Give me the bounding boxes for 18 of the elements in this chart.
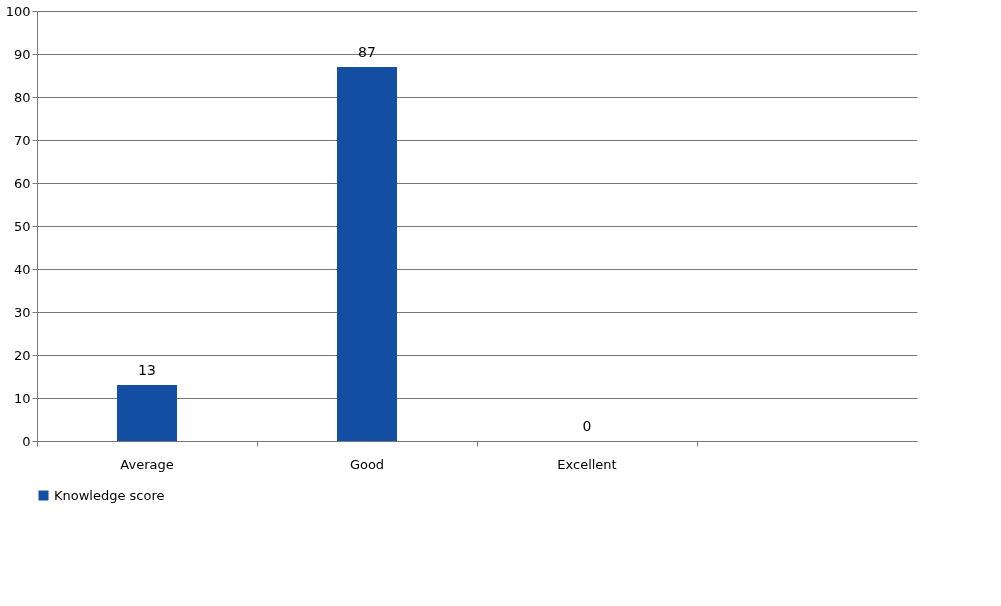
data-label: 87 bbox=[358, 43, 376, 60]
y-tick-label: 80 bbox=[13, 89, 31, 105]
y-tick-label: 10 bbox=[13, 390, 31, 406]
y-tick-label: 50 bbox=[13, 218, 31, 234]
y-tick-label: 20 bbox=[13, 347, 31, 363]
y-tick-label: 40 bbox=[13, 261, 31, 277]
y-tick-label: 60 bbox=[13, 175, 31, 191]
x-tick-label: Excellent bbox=[557, 456, 617, 472]
legend-label: Knowledge score bbox=[54, 487, 165, 503]
x-tick-label: Good bbox=[349, 456, 385, 472]
x-tick-label: Average bbox=[120, 456, 174, 472]
y-tick-label: 30 bbox=[13, 304, 31, 320]
data-label: 13 bbox=[138, 362, 156, 379]
y-tick-label: 90 bbox=[13, 46, 31, 62]
data-label: 0 bbox=[582, 418, 592, 434]
y-tick-label: 100 bbox=[5, 3, 31, 19]
y-tick-label: 70 bbox=[13, 132, 31, 148]
y-tick-label: 0 bbox=[22, 433, 31, 449]
